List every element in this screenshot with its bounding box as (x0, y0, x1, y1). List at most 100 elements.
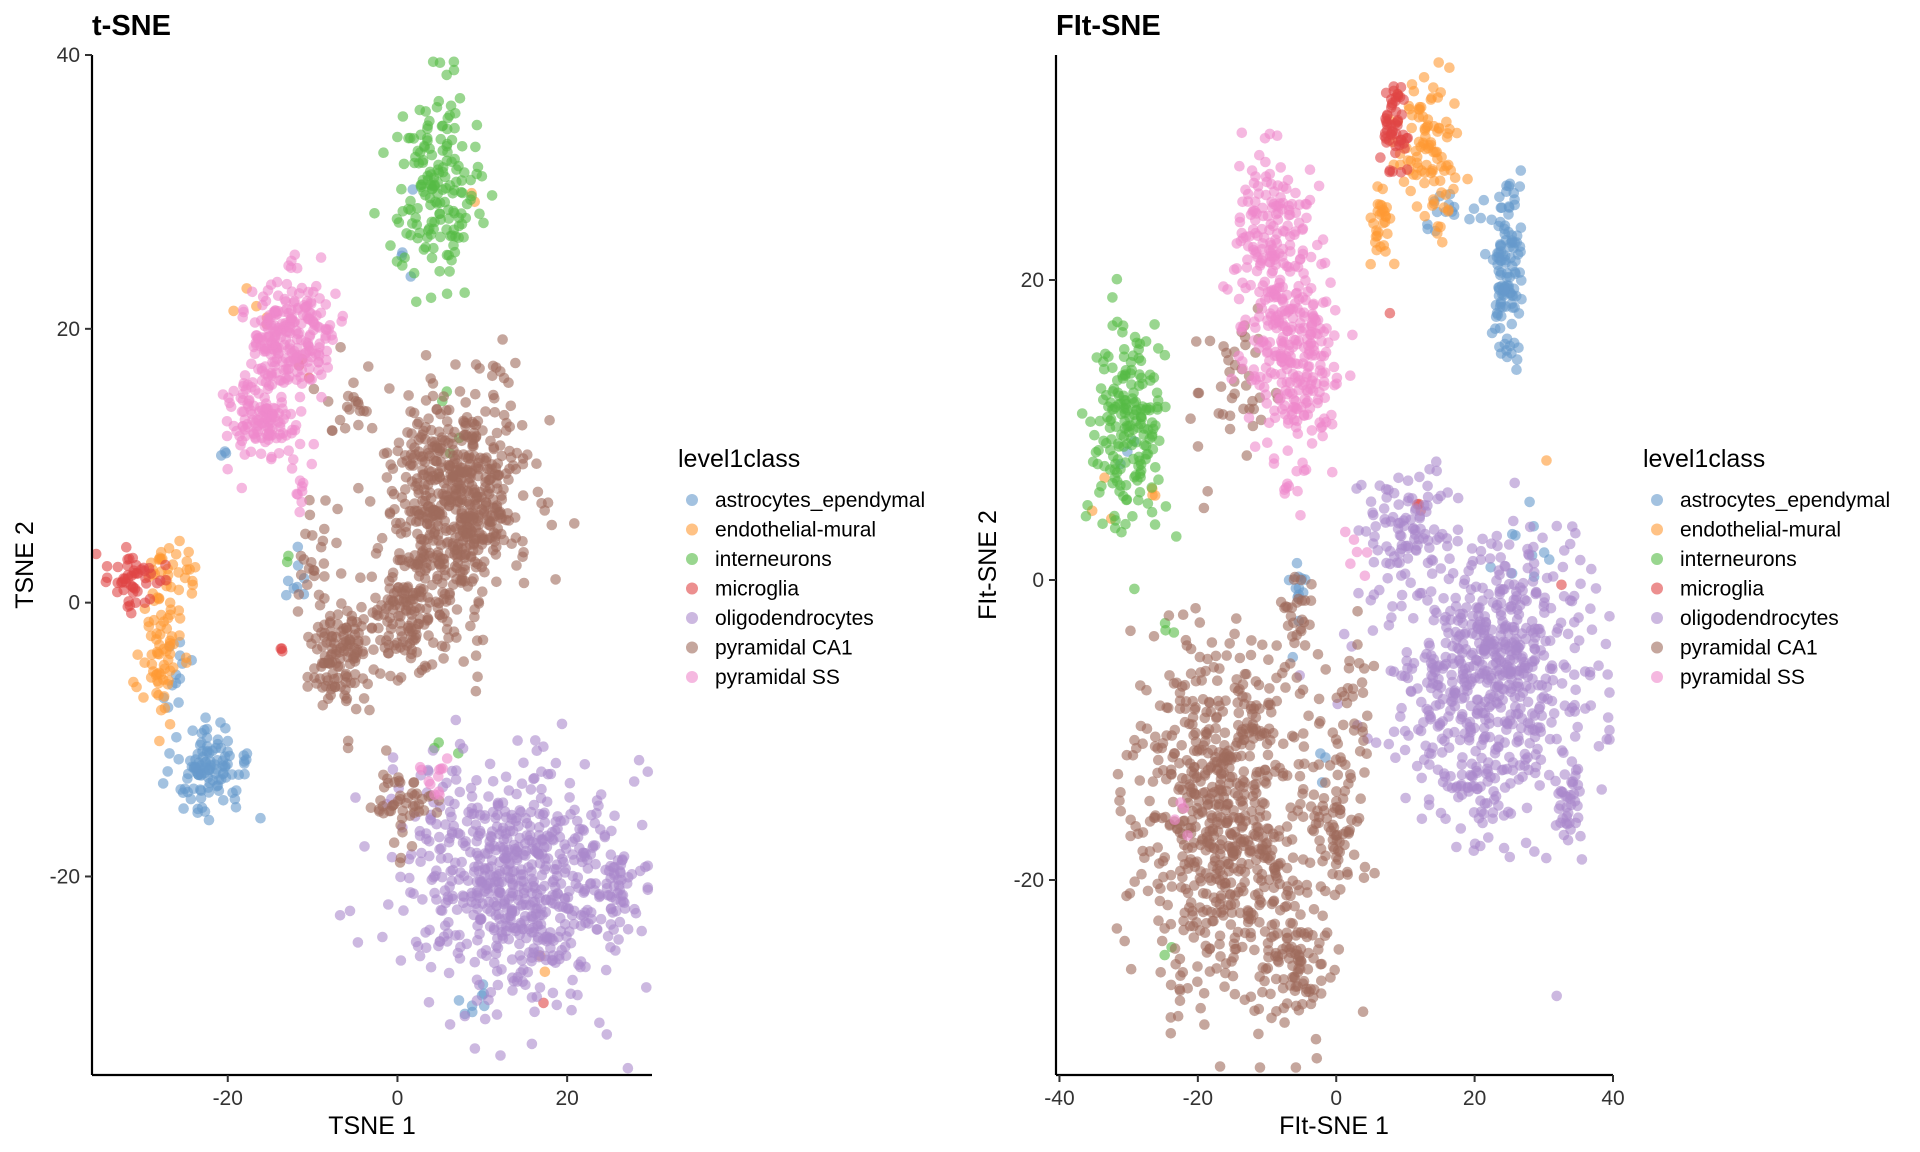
data-point (392, 445, 404, 457)
data-point (482, 848, 493, 859)
data-point (1263, 951, 1274, 963)
data-point (420, 190, 431, 201)
data-point (1573, 635, 1585, 646)
data-point (1602, 712, 1614, 723)
data-point (1160, 401, 1171, 413)
data-point (1297, 999, 1308, 1010)
data-point (1537, 532, 1548, 544)
series-interneurons (281, 56, 498, 759)
data-point (626, 869, 638, 880)
data-point (143, 616, 154, 628)
data-point (1209, 856, 1221, 867)
data-point (392, 675, 404, 686)
data-point (435, 408, 446, 420)
data-point (484, 836, 496, 847)
data-point (1191, 856, 1203, 867)
data-point (317, 700, 329, 711)
data-point (525, 784, 537, 795)
data-point (1209, 756, 1220, 768)
data-point (1149, 490, 1161, 501)
data-point (175, 784, 186, 795)
data-point (1444, 62, 1455, 73)
data-point (1440, 813, 1451, 825)
data-point (1489, 643, 1501, 655)
data-point (547, 954, 558, 966)
data-point (423, 413, 434, 425)
data-point (475, 828, 486, 839)
data-point (294, 438, 306, 450)
data-point (382, 777, 394, 789)
data-point (1604, 724, 1615, 736)
data-point (388, 587, 400, 599)
data-point (1529, 725, 1541, 736)
data-point (1144, 795, 1155, 807)
data-point (1294, 770, 1306, 782)
data-point (353, 482, 364, 494)
data-point (390, 599, 401, 611)
data-point (489, 502, 501, 514)
data-point (386, 851, 398, 863)
data-point (456, 141, 468, 152)
data-point (433, 786, 445, 797)
data-point (450, 488, 462, 500)
data-point (454, 786, 466, 798)
data-point (484, 758, 496, 770)
data-point (471, 775, 482, 786)
data-point (517, 551, 528, 563)
data-point (1285, 917, 1296, 929)
x-ticks: -20 0 20 (213, 1075, 579, 1110)
data-point (438, 653, 449, 664)
data-point (1169, 943, 1181, 954)
data-point (1312, 805, 1323, 817)
data-point (385, 240, 396, 251)
data-point (1236, 882, 1247, 893)
y-tick-label: 0 (68, 592, 80, 615)
data-point (441, 416, 453, 427)
data-point (1424, 464, 1435, 475)
data-point (450, 359, 461, 370)
data-point (1365, 595, 1377, 606)
data-point (1499, 782, 1511, 793)
data-point (329, 673, 340, 685)
data-point (1560, 791, 1571, 802)
data-point (1129, 876, 1140, 887)
data-point (280, 363, 292, 375)
data-point (302, 671, 314, 683)
y-tick-label: 40 (57, 44, 80, 67)
data-point (1206, 810, 1217, 821)
data-point (405, 887, 416, 898)
data-point (455, 867, 466, 878)
data-point (446, 567, 458, 578)
data-point (1561, 811, 1573, 822)
data-point (1178, 915, 1189, 927)
data-point (636, 925, 647, 937)
data-point (567, 849, 578, 860)
data-point (434, 266, 446, 277)
data-point (1311, 1053, 1323, 1064)
data-point (1470, 745, 1481, 757)
data-point (1092, 458, 1103, 470)
data-point (302, 579, 313, 590)
data-point (1410, 503, 1422, 514)
data-point (1452, 535, 1463, 547)
data-point (308, 438, 320, 450)
data-point (1167, 751, 1178, 763)
data-point (250, 339, 262, 351)
data-point (507, 985, 518, 996)
data-point (410, 212, 422, 223)
data-point (492, 483, 503, 495)
data-point (1432, 493, 1443, 505)
data-point (288, 454, 299, 465)
data-point (187, 575, 198, 587)
data-point (1165, 869, 1177, 881)
data-point (1434, 718, 1446, 729)
data-point (222, 746, 233, 757)
data-point (451, 604, 463, 615)
data-point (1351, 816, 1363, 827)
data-point (157, 778, 169, 789)
data-point (342, 605, 353, 617)
data-point (1107, 292, 1118, 303)
data-point (1192, 745, 1203, 757)
data-point (1513, 681, 1525, 693)
data-point (1529, 567, 1540, 578)
